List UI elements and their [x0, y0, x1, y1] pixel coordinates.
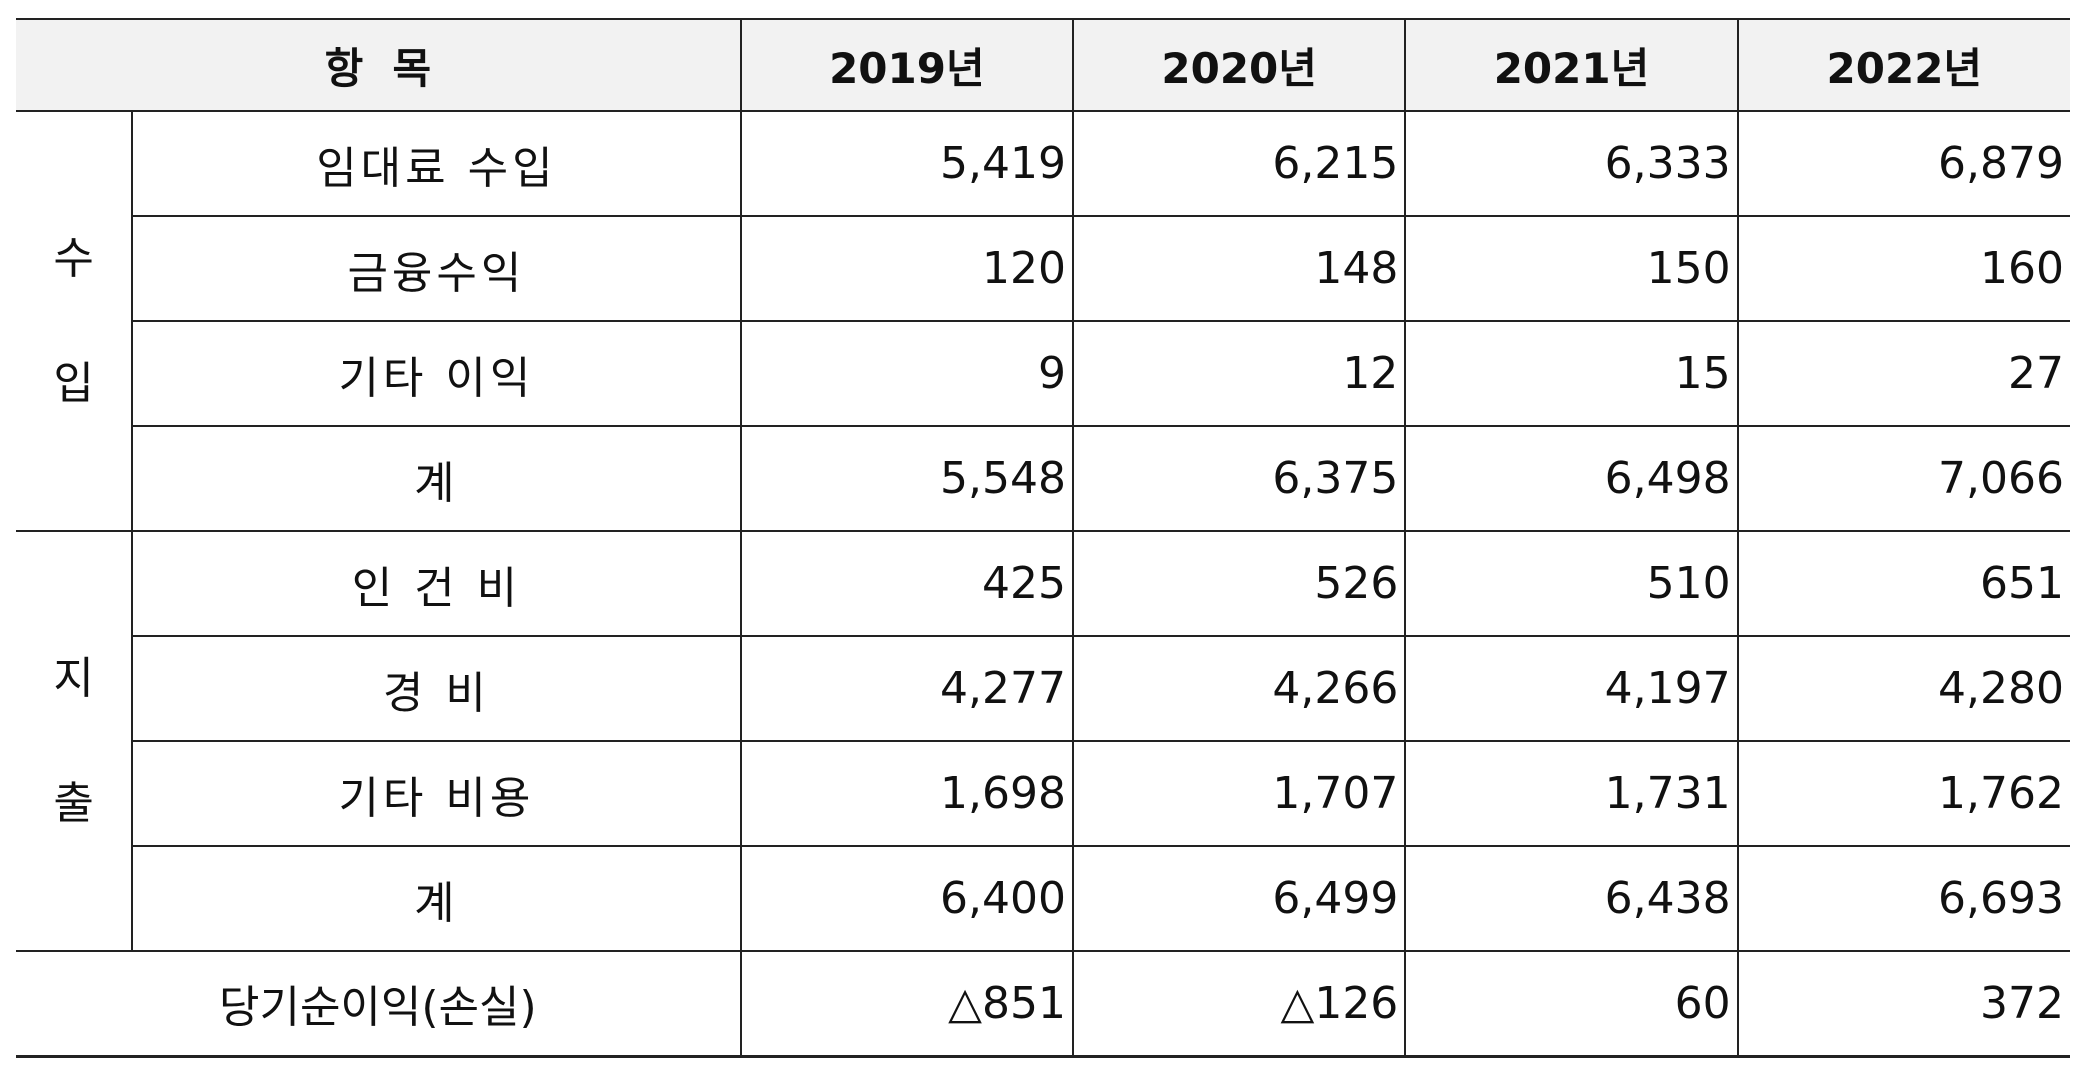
cell-value: 1,762 [1736, 740, 2070, 847]
cell-value: △851 [739, 950, 1075, 1058]
cell-value: 160 [1736, 215, 2070, 322]
cell-value: 4,197 [1404, 635, 1739, 742]
row-label: 기타 이익 [132, 320, 742, 427]
cell-value: 150 [1404, 215, 1739, 322]
cell-value: 6,693 [1736, 845, 2070, 952]
cell-value: 510 [1404, 530, 1739, 637]
cell-value: 4,266 [1071, 635, 1407, 742]
cell-value: 6,215 [1071, 110, 1407, 217]
expense-group-char: 지 [53, 653, 94, 704]
row-label: 경 비 [132, 635, 742, 742]
cell-value: 27 [1736, 320, 2070, 427]
cell-value: 120 [739, 215, 1075, 322]
table-row: 기타 비용 1,698 1,707 1,731 1,762 [16, 740, 2070, 847]
net-income-row: 당기순이익(손실) △851 △126 60 372 [16, 950, 2070, 1058]
cell-value: 651 [1736, 530, 2070, 637]
cell-value: 425 [739, 530, 1075, 637]
financial-table: 항 목 2019년 2020년 2021년 2022년 수 입 임대료 수입 5… [16, 18, 2070, 1058]
income-group-char: 수 [53, 233, 94, 284]
table-row: 기타 이익 9 12 15 27 [16, 320, 2070, 427]
table-body: 수 입 임대료 수입 5,419 6,215 6,333 6,879 금융수익 … [16, 110, 2070, 1058]
cell-value: 5,548 [739, 425, 1075, 532]
cell-value: 372 [1736, 950, 2070, 1058]
cell-value: 60 [1404, 950, 1739, 1058]
table-row: 경 비 4,277 4,266 4,197 4,280 [16, 635, 2070, 742]
cell-value: 9 [739, 320, 1075, 427]
expense-group-char: 출 [53, 778, 94, 829]
cell-value: 6,375 [1071, 425, 1407, 532]
cell-value: 6,400 [739, 845, 1075, 952]
cell-value: 5,419 [739, 110, 1075, 217]
cell-value: 12 [1071, 320, 1407, 427]
header-year-2022: 2022년 [1736, 18, 2070, 112]
row-label: 임대료 수입 [131, 110, 742, 217]
cell-value: 7,066 [1736, 425, 2070, 532]
income-group-label: 수 입 [16, 110, 134, 532]
cell-value: 1,731 [1404, 740, 1739, 847]
cell-value: 6,438 [1404, 845, 1739, 952]
cell-value: 6,498 [1404, 425, 1739, 532]
row-label: 기타 비용 [132, 740, 742, 847]
income-group-char: 입 [53, 358, 94, 409]
cell-value: △126 [1071, 950, 1407, 1058]
row-label: 인 건 비 [131, 530, 742, 637]
cell-value: 526 [1071, 530, 1407, 637]
net-income-label: 당기순이익(손실) [16, 950, 742, 1058]
table-row: 지 출 인 건 비 425 526 510 651 [16, 530, 2070, 952]
header-year-2021: 2021년 [1404, 18, 1739, 112]
header-row: 항 목 2019년 2020년 2021년 2022년 [16, 18, 2070, 112]
cell-value: 6,879 [1736, 110, 2070, 217]
table-row: 계 6,400 6,499 6,438 6,693 [16, 845, 2070, 952]
table-header: 항 목 2019년 2020년 2021년 2022년 [16, 18, 2070, 112]
cell-value: 148 [1071, 215, 1407, 322]
table-row: 계 5,548 6,375 6,498 7,066 [16, 425, 2070, 532]
row-label: 계 [132, 425, 742, 532]
expense-group-label: 지 출 [16, 530, 134, 952]
header-year-2019: 2019년 [739, 18, 1075, 112]
cell-value: 1,707 [1071, 740, 1407, 847]
row-label: 금융수익 [132, 215, 742, 322]
table-row: 금융수익 120 148 150 160 [16, 215, 2070, 322]
row-label: 계 [132, 845, 742, 952]
cell-value: 1,698 [739, 740, 1075, 847]
cell-value: 4,280 [1736, 635, 2070, 742]
cell-value: 4,277 [739, 635, 1075, 742]
cell-value: 15 [1404, 320, 1739, 427]
cell-value: 6,333 [1404, 110, 1739, 217]
table-row: 수 입 임대료 수입 5,419 6,215 6,333 6,879 [16, 110, 2070, 532]
cell-value: 6,499 [1071, 845, 1407, 952]
header-year-2020: 2020년 [1071, 18, 1407, 112]
header-item: 항 목 [16, 18, 742, 112]
